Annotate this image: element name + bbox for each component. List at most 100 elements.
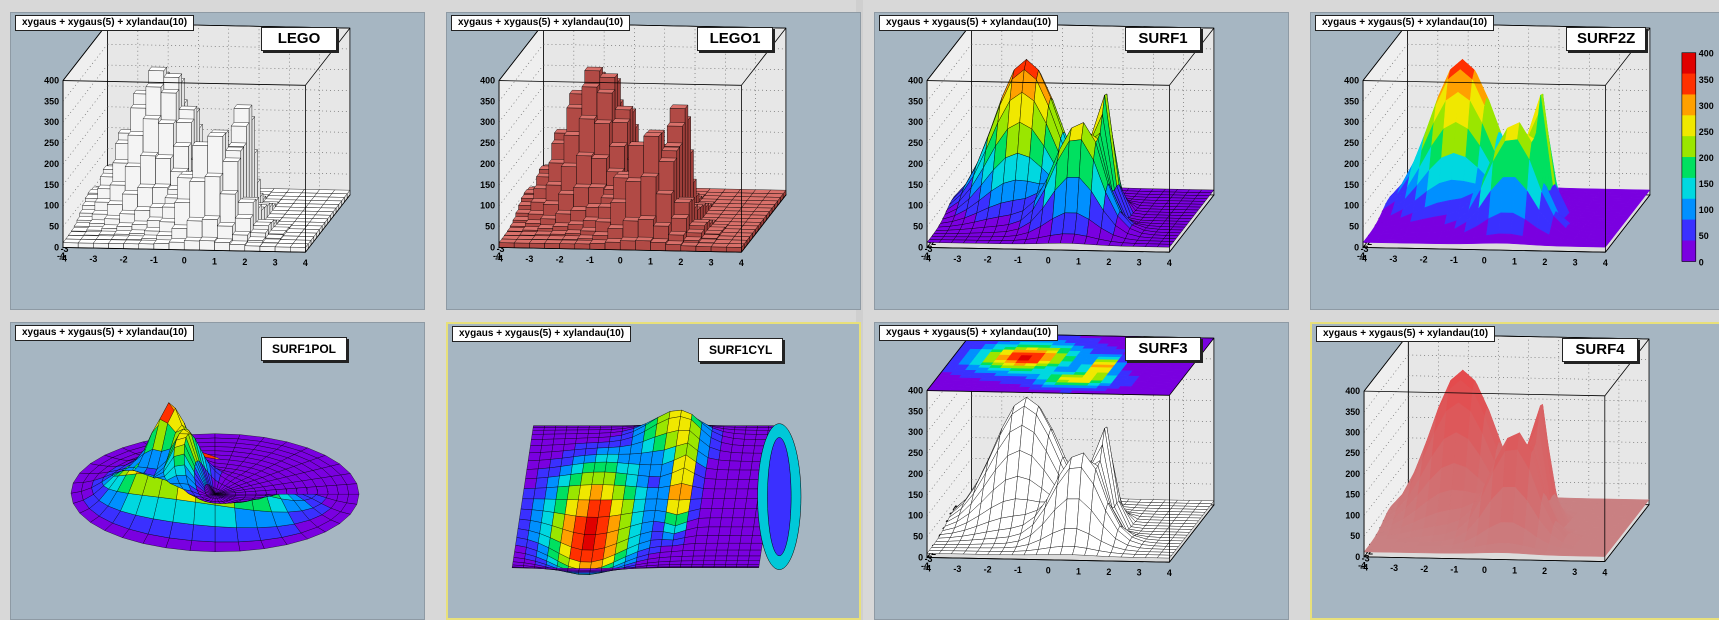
cyl-cell [727, 543, 741, 551]
x-tick-label: -4 [59, 253, 67, 263]
cyl-cell [543, 429, 556, 435]
lego-bar-top [232, 230, 251, 236]
surface-cell [1138, 499, 1154, 503]
cyl-cell [732, 438, 745, 446]
lego-bar [290, 246, 306, 253]
z-tick-label: 300 [1344, 117, 1359, 127]
surface-cell [1621, 206, 1638, 211]
palette-swatch [1681, 94, 1696, 101]
chart-pad-surf4[interactable]: 40035030025020015010050043210-1-2-3-4-4-… [1310, 322, 1719, 620]
cyl-cell [637, 464, 652, 477]
chart-pad-surf2z[interactable]: 40035030025020015010050043210-1-2-3-4-4-… [1310, 12, 1719, 310]
cyl-cell [717, 459, 731, 471]
surface-cell [977, 236, 993, 241]
x-tick-label: -1 [1450, 255, 1458, 265]
cyl-cell [744, 429, 758, 435]
x-tick-label: 3 [1137, 257, 1142, 267]
chart-pad-surf3[interactable]: 40035030025020015010050043210-1-2-3-4-4-… [874, 322, 1289, 620]
cyl-cell [625, 473, 639, 487]
chart-title[interactable]: SURF1 [1125, 27, 1201, 51]
cyl-cell [615, 462, 629, 475]
polar-cell [214, 526, 239, 543]
function-label: xygaus + xygaus(5) + xylandau(10) [452, 326, 632, 342]
lego-bar-top [640, 172, 660, 178]
cyl-cell [520, 498, 534, 510]
box-edge [926, 333, 972, 391]
lego-bar-top [698, 238, 718, 243]
surface-cell [989, 547, 1005, 552]
chart-title[interactable]: SURF1POL [261, 337, 348, 361]
lego-bar-top [259, 242, 279, 247]
box-edge [1169, 504, 1215, 563]
x-tick-label: -1 [586, 255, 594, 265]
lego-bar-top [163, 73, 183, 78]
x-tick-label: 4 [1602, 567, 1607, 577]
cyl-cell [732, 508, 746, 519]
surface-cell [975, 550, 991, 555]
palette-tick-label: 150 [1699, 179, 1714, 189]
z-tick-label: 250 [480, 138, 495, 148]
surface-cell [1599, 235, 1615, 239]
cyl-cell [559, 464, 573, 477]
cyl-cell [554, 429, 567, 435]
chart-pad-lego1[interactable]: 40035030025020015010050043210-1-2-3-4-4-… [446, 12, 861, 310]
lego-bar-top [204, 172, 224, 178]
palette-swatch [1681, 203, 1696, 210]
chart-pad-surf1cyl[interactable]: xygaus + xygaus(5) + xylandau(10) SURF1CY… [446, 322, 861, 620]
lego-bar [529, 242, 545, 249]
surface-cell [940, 547, 957, 552]
lego-bar-top [228, 142, 247, 147]
chart-pad-lego[interactable]: 40035030025020015010050043210-1-2-3-4-4-… [10, 12, 425, 310]
palette-swatch [1681, 141, 1696, 148]
surface-cell [1170, 226, 1186, 231]
surface-cell [1161, 549, 1177, 553]
grid-line [926, 85, 972, 144]
contour-top [926, 333, 1215, 396]
cyl-cell [553, 433, 567, 440]
lego-bar-top [727, 221, 747, 226]
cyl-cell [527, 452, 541, 461]
lego-bar-top [148, 66, 167, 72]
cyl-cell [593, 461, 607, 473]
cyl-cell [551, 444, 565, 452]
z-tick-label: 150 [908, 490, 923, 500]
chart-title[interactable]: LEGO [261, 27, 337, 51]
z-tick-label: 150 [480, 180, 495, 190]
surface-cell [1612, 218, 1629, 222]
function-label: xygaus + xygaus(5) + xylandau(10) [451, 15, 631, 31]
palette-swatch [1681, 235, 1696, 241]
chart-title[interactable]: LEGO1 [697, 27, 773, 51]
chart-title[interactable]: SURF2Z [1566, 27, 1647, 51]
grid-line [62, 64, 108, 123]
lego-bar-top [608, 142, 628, 147]
polar-surface [70, 402, 360, 552]
palette-swatch [1681, 57, 1696, 64]
cyl-cell [635, 567, 647, 569]
chart-title[interactable]: SURF1CYL [698, 338, 784, 362]
lego-bar-top [730, 218, 749, 223]
palette-swatch [1681, 78, 1696, 85]
chart-pad-surf1[interactable]: 40035030025020015010050043210-1-2-3-4-4-… [874, 12, 1289, 310]
z-tick-label: 250 [44, 138, 59, 148]
surface-cell [1147, 208, 1163, 213]
lego-bar [574, 243, 591, 250]
grid-line [1363, 396, 1409, 454]
cyl-cell [705, 543, 718, 551]
cyl-cell [532, 427, 545, 431]
lego-bar-top [214, 238, 233, 243]
cyl-cell [530, 439, 543, 446]
x-tick-label: -3 [953, 254, 961, 264]
lego-bar-top [62, 238, 82, 244]
cyl-cell [532, 425, 545, 428]
lego-bar-top [753, 207, 773, 212]
lego-bar-top [294, 218, 313, 223]
surface-cell [1496, 233, 1511, 244]
box-edge [305, 194, 351, 253]
chart-pad-surf1pol[interactable]: xygaus + xygaus(5) + xylandau(10) SURF1PO… [10, 322, 425, 620]
lego-bar-top [711, 202, 730, 208]
surface-mesh [1362, 58, 1651, 248]
lego-bar [229, 244, 246, 252]
chart-title[interactable]: SURF3 [1125, 337, 1201, 361]
surface-cell [1159, 241, 1175, 245]
surface-cell [1160, 502, 1176, 507]
